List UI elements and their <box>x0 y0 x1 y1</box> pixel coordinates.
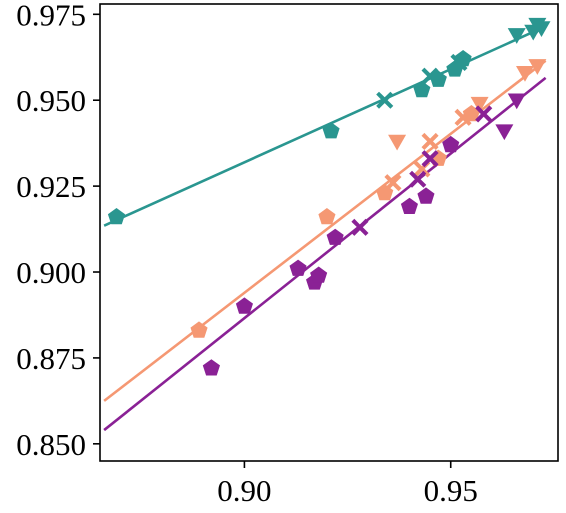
data-point-pentagon <box>400 197 418 214</box>
data-point-triangle-down <box>528 59 547 75</box>
data-points <box>107 17 551 376</box>
data-point-pentagon <box>326 228 344 245</box>
tick-labels: 0.90 0.95 0.850 0.875 0.900 0.925 0.950 0.975 <box>16 0 478 508</box>
y-tick-label: 0.875 <box>16 341 86 376</box>
y-tick-label: 0.900 <box>16 255 86 290</box>
data-point-x <box>409 170 427 188</box>
fit-line-0 <box>103 25 547 227</box>
data-point-triangle-down <box>507 28 526 44</box>
data-point-pentagon <box>417 187 435 204</box>
data-point-pentagon <box>107 208 126 225</box>
data-point-pentagon <box>413 80 431 98</box>
y-tick-label: 0.975 <box>16 0 86 32</box>
y-tick-label: 0.950 <box>16 83 86 118</box>
data-point-triangle-down <box>470 96 489 113</box>
data-point-triangle-down <box>388 134 407 151</box>
data-point-x <box>376 91 394 109</box>
data-point-pentagon <box>202 359 220 376</box>
data-point-triangle-down <box>495 124 514 141</box>
data-point-x <box>351 218 369 236</box>
data-point-pentagon <box>289 259 307 276</box>
tick-marks <box>93 13 452 468</box>
data-point-triangle-down <box>507 93 526 110</box>
data-point-pentagon <box>190 321 208 338</box>
data-point-pentagon <box>429 70 447 87</box>
data-point-triangle-down <box>532 21 551 38</box>
data-point-pentagon <box>442 135 460 153</box>
data-point-pentagon <box>462 105 480 122</box>
data-point-triangle-down <box>515 65 534 82</box>
data-point-x <box>384 174 402 192</box>
data-point-pentagon <box>318 208 336 225</box>
y-tick-label: 0.850 <box>16 427 86 462</box>
fit-lines <box>103 25 547 432</box>
fit-line-2 <box>103 76 547 432</box>
x-tick-label: 0.95 <box>424 473 478 508</box>
data-point-pentagon <box>322 122 340 139</box>
data-point-x <box>421 132 439 150</box>
data-point-pentagon <box>310 266 328 283</box>
data-point-x <box>421 150 439 168</box>
data-point-pentagon <box>454 50 472 67</box>
plot-frame <box>99 3 559 462</box>
data-point-x <box>475 105 493 123</box>
y-tick-label: 0.925 <box>16 169 86 204</box>
x-tick-label: 0.90 <box>217 473 271 508</box>
data-point-pentagon <box>235 297 253 314</box>
